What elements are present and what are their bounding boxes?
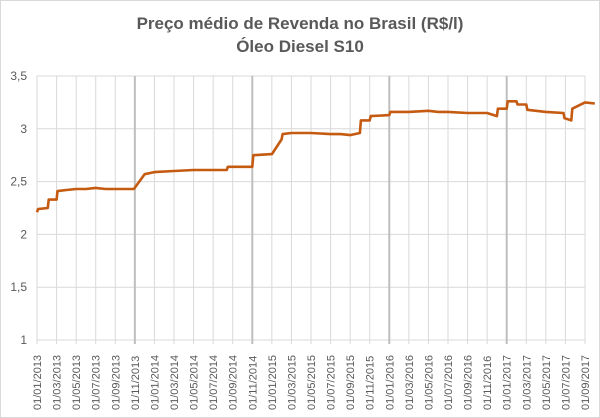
x-tick-label: 01/01/2016 — [384, 355, 396, 410]
x-tick-label: 01/01/2013 — [32, 355, 44, 410]
chart-title-block: Preço médio de Revenda no Brasil (R$/l) … — [0, 12, 600, 58]
x-tick-label: 01/01/2017 — [502, 355, 514, 410]
x-tick-label: 01/05/2014 — [189, 355, 201, 410]
x-tick-label: 01/09/2013 — [110, 355, 122, 410]
x-tick-label: 01/01/2014 — [149, 355, 161, 410]
x-tick-label: 01/05/2013 — [71, 355, 83, 410]
x-tick-label: 01/09/2017 — [580, 355, 592, 410]
x-tick-label: 01/05/2015 — [306, 355, 318, 410]
x-tick-label: 01/03/2015 — [286, 355, 298, 410]
x-tick-label: 01/11/2015 — [365, 356, 377, 410]
x-tick-label: 01/07/2013 — [91, 355, 103, 410]
gridlines — [36, 75, 586, 344]
x-tick-label: 01/03/2013 — [52, 355, 64, 410]
y-tick-label: 2,5 — [10, 175, 27, 189]
x-tick-label: 01/09/2015 — [345, 355, 357, 410]
y-tick-label: 3 — [20, 122, 27, 136]
chart-subtitle: Óleo Diesel S10 — [236, 37, 364, 56]
series-line-oleo-diesel-s10 — [35, 100, 595, 213]
x-tick-label: 01/09/2014 — [228, 355, 240, 410]
x-tick-label: 01/03/2014 — [169, 355, 181, 410]
y-tick-label: 1,5 — [10, 280, 27, 294]
y-tick-label: 2 — [20, 227, 27, 241]
x-tick-label: 01/01/2015 — [267, 355, 279, 410]
y-tick-label: 3,5 — [10, 69, 27, 83]
x-tick-label: 01/07/2016 — [443, 355, 455, 410]
x-tick-label: 01/03/2017 — [521, 355, 533, 410]
x-tick-label: 01/07/2017 — [560, 355, 572, 410]
x-tick-label: 01/05/2017 — [541, 355, 553, 410]
x-tick-label: 01/11/2014 — [247, 356, 259, 410]
y-axis: 1 1,5 2 2,5 3 3,5 — [10, 69, 27, 347]
x-tick-label: 01/05/2016 — [423, 355, 435, 410]
x-tick-label: 01/07/2015 — [326, 355, 338, 410]
x-tick-label: 01/09/2016 — [463, 355, 475, 410]
x-tick-label: 01/03/2016 — [404, 355, 416, 410]
x-tick-label: 01/07/2014 — [208, 355, 220, 410]
x-tick-label: 01/11/2013 — [130, 356, 142, 410]
x-tick-label: 01/11/2016 — [482, 356, 494, 410]
x-axis: 01/01/2013 01/03/2013 01/05/2013 01/07/2013… — [32, 355, 592, 410]
y-tick-label: 1 — [20, 333, 27, 347]
chart-title: Preço médio de Revenda no Brasil (R$/l) — [136, 14, 464, 33]
